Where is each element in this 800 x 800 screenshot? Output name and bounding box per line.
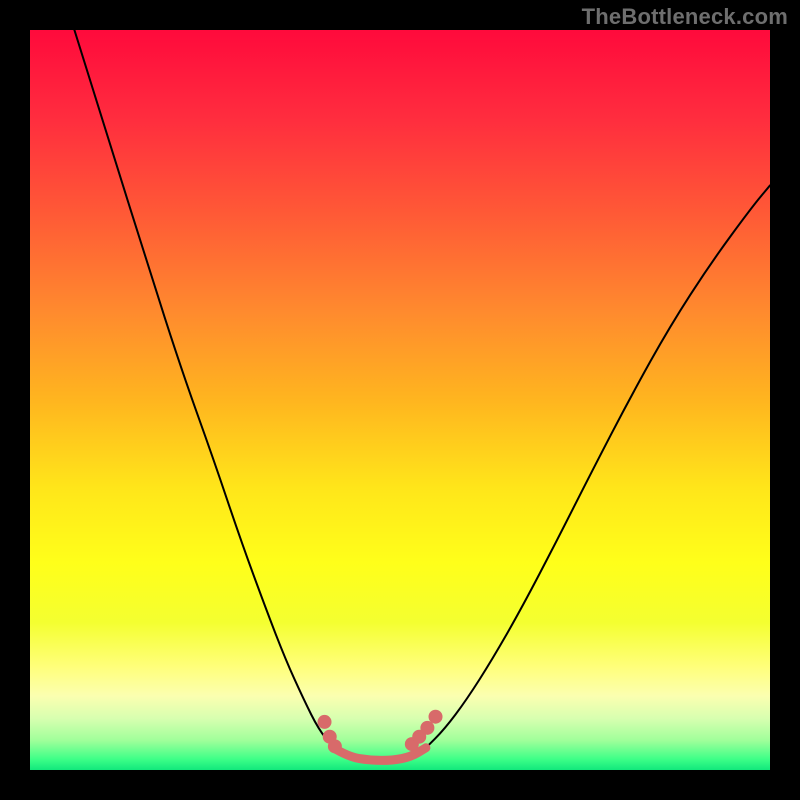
- curve-right-branch: [426, 185, 770, 747]
- trough-marker: [328, 739, 342, 753]
- plot-area: [30, 30, 770, 770]
- bottleneck-curve: [30, 30, 770, 770]
- curve-left-branch: [74, 30, 333, 748]
- trough-marker: [318, 715, 332, 729]
- watermark-text: TheBottleneck.com: [582, 4, 788, 30]
- chart-frame: TheBottleneck.com: [0, 0, 800, 800]
- trough-marker: [429, 710, 443, 724]
